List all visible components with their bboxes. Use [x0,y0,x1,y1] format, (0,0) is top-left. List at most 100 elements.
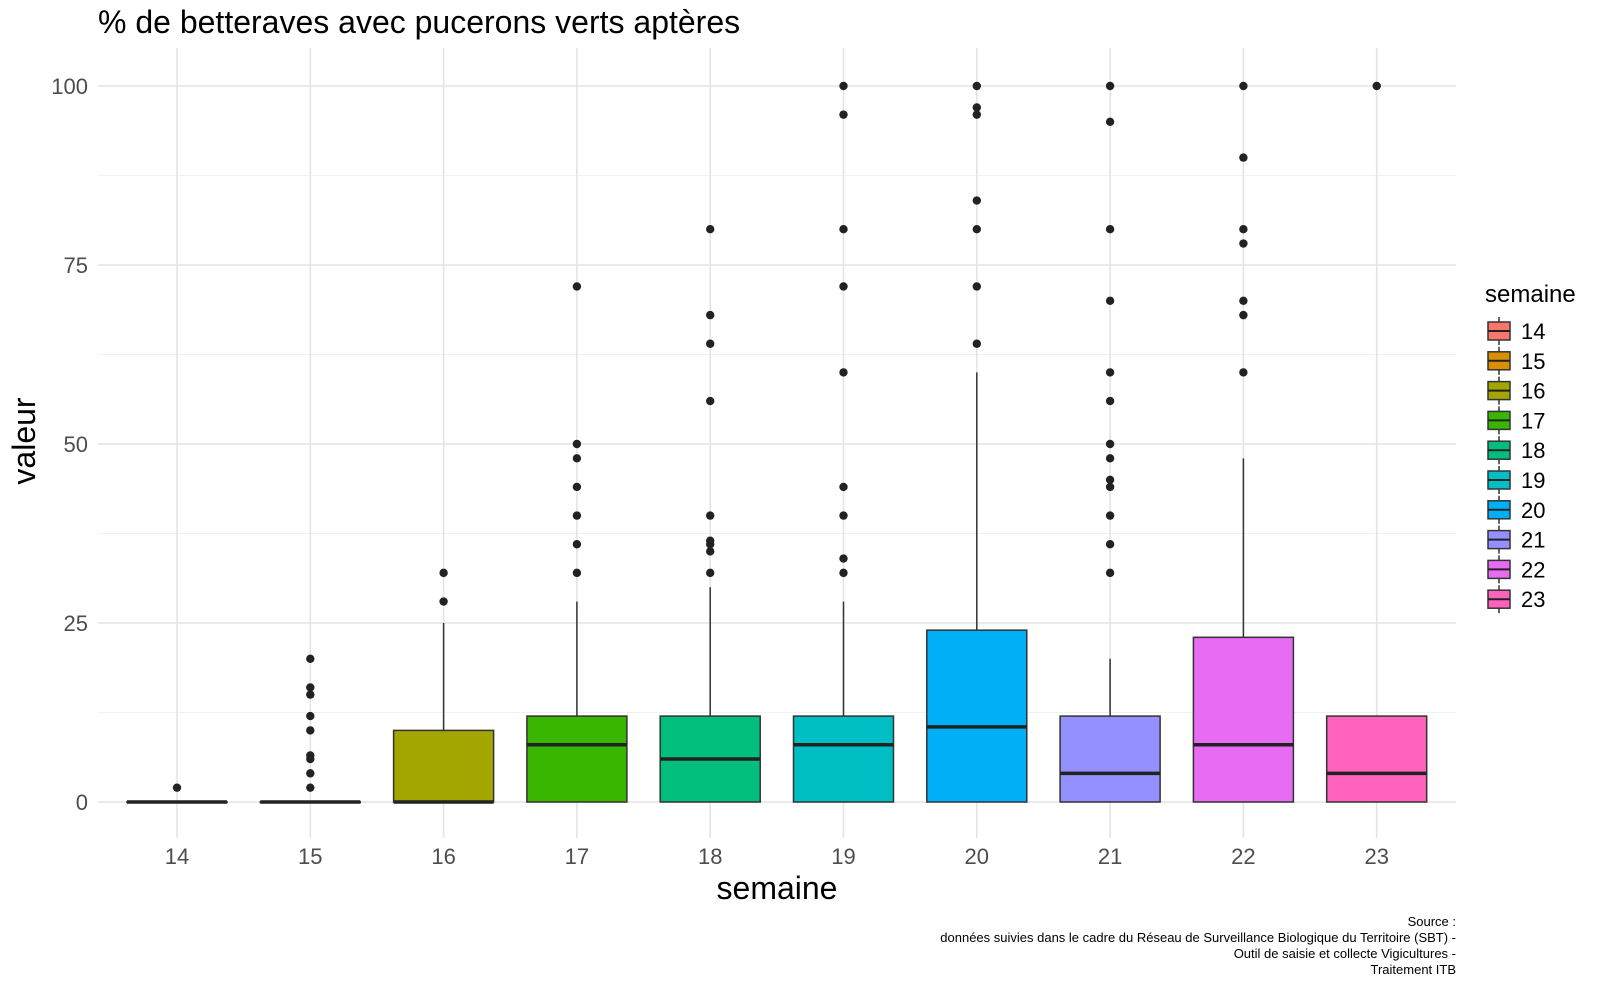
legend-label: 22 [1521,557,1545,582]
x-tick-label: 20 [965,844,989,869]
outlier-point [306,751,315,760]
outlier-point [1239,368,1248,377]
legend-item-15: 15 [1487,346,1545,375]
box-body [1192,636,1295,803]
outlier-point [972,110,981,119]
legend-item-20: 20 [1487,495,1545,524]
legend-title: semaine [1485,281,1576,308]
outlier-point [306,726,315,735]
outlier-point [839,282,848,291]
outlier-point [839,110,848,119]
outlier-point [972,225,981,234]
outlier-point [1105,482,1115,492]
x-tick-label: 19 [831,844,855,869]
outlier-point [306,783,315,792]
outlier-point [1105,296,1115,305]
x-axis-title: semaine [717,870,838,906]
outlier-point [1105,396,1115,406]
y-tick-label: 25 [64,611,88,636]
box-week-15 [259,654,362,804]
outlier-point [572,282,582,291]
outlier-point [706,396,715,406]
legend-item-14: 14 [1487,317,1545,345]
legend-label: 14 [1521,319,1545,344]
legend: semaine 14 15 16 17 18 19 20 21 22 23 [1485,281,1576,614]
outlier-point [439,568,448,578]
outlier-point [839,554,848,563]
legend-label: 19 [1521,468,1545,493]
outlier-point [1105,511,1115,520]
outlier-point [306,690,315,699]
outlier-point [706,339,715,348]
outlier-point [972,103,981,112]
box-body [1325,715,1428,803]
box-week-22 [1192,81,1295,803]
y-tick-label: 50 [64,432,88,457]
outlier-point [839,482,848,492]
box-week-23 [1325,81,1428,803]
caption-line-3: Outil de saisie et collecte Vigicultures… [1234,946,1456,961]
x-tick-label: 14 [165,844,189,869]
outlier-point [839,511,848,520]
outlier-point [839,81,848,91]
legend-label: 23 [1521,587,1545,612]
box-week-14 [126,783,228,804]
box-week-16 [392,568,495,804]
outlier-point [572,454,582,463]
legend-label: 15 [1521,349,1545,374]
outlier-point [572,482,582,492]
x-tick-label: 15 [298,844,322,869]
box-week-18 [659,225,761,803]
box-body [792,715,895,803]
outlier-point [306,769,315,778]
caption-line-4: Traitement ITB [1371,962,1456,977]
box-body [926,629,1028,803]
box-week-17 [526,282,628,803]
legend-label: 20 [1521,498,1545,523]
legend-item-16: 16 [1487,376,1545,405]
x-tick-label: 22 [1231,844,1255,869]
outlier-point [1105,368,1115,377]
outlier-point [439,597,448,606]
outlier-point [1239,81,1248,91]
outlier-point [1105,568,1115,578]
y-axis-title: valeur [6,397,42,485]
legend-label: 18 [1521,438,1545,463]
outlier-point [839,368,848,377]
outlier-point [1105,439,1115,449]
outlier-point [572,540,582,549]
outlier-point [706,511,715,520]
outlier-point [306,711,315,721]
outlier-point [1239,296,1248,305]
outlier-point [706,536,715,545]
plot-area [126,81,1428,804]
caption-line-2: données suivies dans le cadre du Réseau … [940,930,1456,945]
y-tick-label: 100 [51,74,88,99]
outlier-point [572,568,582,578]
outlier-point [1239,153,1248,162]
outlier-point [972,196,981,205]
outlier-point [972,81,981,91]
outlier-point [839,225,848,234]
outlier-point [1105,475,1115,484]
outlier-point [572,511,582,520]
outlier-point [1239,225,1248,234]
box-body [526,715,628,803]
outlier-point [839,568,848,578]
x-tick-label: 17 [565,844,589,869]
x-tick-label: 18 [698,844,722,869]
legend-label: 17 [1521,408,1545,433]
outlier-point [1105,225,1115,234]
outlier-point [706,547,715,556]
y-tick-label: 0 [76,790,88,815]
outlier-point [1105,454,1115,463]
outlier-point [306,683,315,692]
outlier-point [1239,239,1248,248]
outlier-point [972,339,981,348]
x-tick-label: 16 [431,844,455,869]
legend-item-22: 22 [1487,555,1545,584]
outlier-point [172,783,182,792]
legend-item-18: 18 [1487,436,1545,465]
box-week-20 [926,81,1028,803]
legend-item-23: 23 [1487,585,1545,614]
